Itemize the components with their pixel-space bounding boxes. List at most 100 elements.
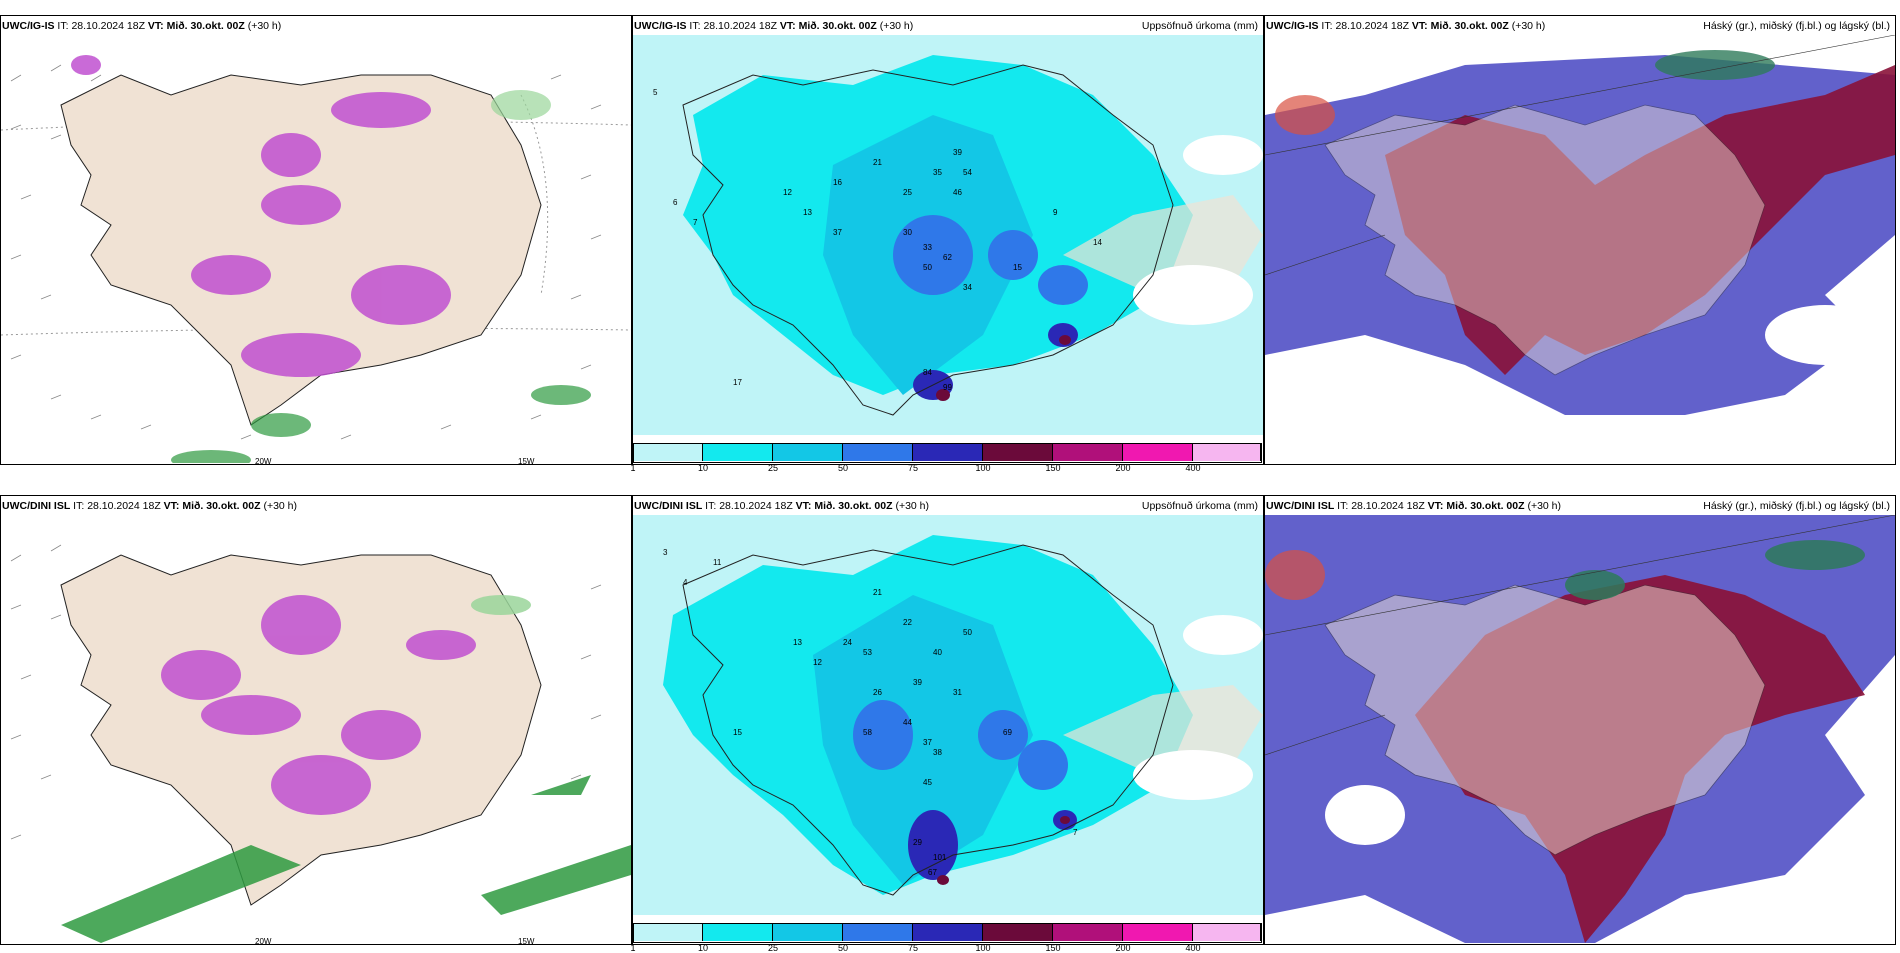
panel-header: UWC/DINI ISL IT: 28.10.2024 18Z VT: Mið.… <box>2 500 298 512</box>
precip-map: 3 11 4 13 12 15 21 24 22 40 50 53 39 31 … <box>633 515 1263 915</box>
wind-map <box>1 515 631 943</box>
svg-text:26: 26 <box>873 688 882 697</box>
panel-frame <box>1264 15 1896 465</box>
lon-label: 20W <box>255 457 272 466</box>
svg-text:37: 37 <box>923 738 932 747</box>
svg-text:21: 21 <box>873 588 882 597</box>
svg-text:17: 17 <box>733 378 742 387</box>
panel-header: UWC/DINI ISL IT: 28.10.2024 18Z VT: Mið.… <box>1266 500 1562 512</box>
panel-title: Háský (gr.), miðský (fj.bl.) og lágský (… <box>1703 500 1890 512</box>
svg-text:67: 67 <box>928 868 937 877</box>
svg-text:25: 25 <box>903 188 912 197</box>
svg-text:16: 16 <box>833 178 842 187</box>
panel-cloud-top: UWC/IG-IS IT: 28.10.2024 18Z VT: Mið. 30… <box>1264 15 1896 465</box>
svg-text:35: 35 <box>933 168 942 177</box>
svg-text:50: 50 <box>923 263 932 272</box>
colorbar-tick: 150 <box>1045 943 1061 953</box>
colorbar-tick: 400 <box>1185 463 1201 473</box>
svg-text:24: 24 <box>843 638 852 647</box>
svg-text:12: 12 <box>783 188 792 197</box>
svg-text:31: 31 <box>953 688 962 697</box>
colorbar-tick: 100 <box>975 943 991 953</box>
colorbar-tick: 50 <box>837 463 849 473</box>
svg-text:54: 54 <box>963 168 972 177</box>
panel-frame <box>0 495 632 945</box>
cloud-map <box>1265 515 1895 943</box>
svg-text:53: 53 <box>863 648 872 657</box>
svg-text:50: 50 <box>963 628 972 637</box>
panel-title: Uppsöfnuð úrkoma (mm) <box>1141 20 1258 32</box>
panel-header: UWC/IG-IS IT: 28.10.2024 18Z VT: Mið. 30… <box>634 20 914 32</box>
panel-title: Háský (gr.), miðský (fj.bl.) og lágský (… <box>1703 20 1890 32</box>
colorbar-tick: 50 <box>837 943 849 953</box>
svg-text:21: 21 <box>873 158 882 167</box>
panel-header: UWC/DINI ISL IT: 28.10.2024 18Z VT: Mið.… <box>634 500 930 512</box>
svg-text:9: 9 <box>1053 208 1058 217</box>
svg-text:40: 40 <box>933 648 942 657</box>
svg-text:62: 62 <box>943 253 952 262</box>
svg-text:69: 69 <box>1003 728 1012 737</box>
svg-text:7: 7 <box>1073 828 1078 837</box>
panel-title: Uppsöfnuð úrkoma (mm) <box>1141 500 1258 512</box>
svg-text:11: 11 <box>713 558 722 567</box>
panel-precip-top: UWC/IG-IS IT: 28.10.2024 18Z VT: Mið. 30… <box>630 15 1264 473</box>
svg-text:13: 13 <box>793 638 802 647</box>
svg-text:30: 30 <box>903 228 912 237</box>
precip-map: 5 6 7 12 13 16 21 25 35 39 46 54 30 33 5… <box>633 35 1263 435</box>
colorbar-tick: 75 <box>907 463 919 473</box>
panel-cloud-bottom: UWC/DINI ISL IT: 28.10.2024 18Z VT: Mið.… <box>1264 495 1896 945</box>
panel-wind-top: UWC/IG-IS IT: 28.10.2024 18Z VT: Mið. 30… <box>0 15 632 466</box>
svg-text:99: 99 <box>943 383 952 392</box>
svg-text:4: 4 <box>683 578 688 587</box>
svg-text:13: 13 <box>803 208 812 217</box>
panel-frame <box>0 15 632 465</box>
svg-text:44: 44 <box>903 718 912 727</box>
colorbar-tick: 75 <box>907 943 919 953</box>
svg-text:22: 22 <box>903 618 912 627</box>
lon-label: 20W <box>255 937 272 946</box>
colorbar-tick: 200 <box>1115 943 1131 953</box>
svg-text:84: 84 <box>923 368 932 377</box>
panel-frame <box>632 495 1264 945</box>
svg-text:7: 7 <box>693 218 698 227</box>
panel-frame <box>1264 495 1896 945</box>
svg-text:15: 15 <box>733 728 742 737</box>
svg-text:45: 45 <box>923 778 932 787</box>
svg-text:14: 14 <box>1093 238 1102 247</box>
svg-text:12: 12 <box>813 658 822 667</box>
colorbar-tick: 200 <box>1115 463 1131 473</box>
svg-text:39: 39 <box>953 148 962 157</box>
svg-text:37: 37 <box>833 228 842 237</box>
svg-text:15: 15 <box>1013 263 1022 272</box>
svg-text:46: 46 <box>953 188 962 197</box>
colorbar-tick: 25 <box>767 463 779 473</box>
colorbar-tick: 25 <box>767 943 779 953</box>
svg-text:39: 39 <box>913 678 922 687</box>
colorbar-tick: 10 <box>697 943 709 953</box>
svg-text:101: 101 <box>933 853 947 862</box>
colorbar-tick: 400 <box>1185 943 1201 953</box>
lon-label: 15W <box>518 937 535 946</box>
wind-map <box>1 35 631 463</box>
colorbar-tick: 150 <box>1045 463 1061 473</box>
panel-wind-bottom: UWC/DINI ISL IT: 28.10.2024 18Z VT: Mið.… <box>0 495 632 946</box>
colorbar-tick: 1 <box>630 943 636 953</box>
svg-text:5: 5 <box>653 88 658 97</box>
panel-frame <box>632 15 1264 465</box>
colorbar: 1 10 25 50 75 100 150 200 400 <box>630 443 1262 473</box>
colorbar: 1 10 25 50 75 100 150 200 400 <box>630 923 1262 953</box>
colorbar-tick: 10 <box>697 463 709 473</box>
svg-text:34: 34 <box>963 283 972 292</box>
panel-precip-bottom: UWC/DINI ISL IT: 28.10.2024 18Z VT: Mið.… <box>630 495 1264 953</box>
svg-text:33: 33 <box>923 243 932 252</box>
panel-header: UWC/IG-IS IT: 28.10.2024 18Z VT: Mið. 30… <box>2 20 282 32</box>
colorbar-tick: 100 <box>975 463 991 473</box>
lon-label: 15W <box>518 457 535 466</box>
panel-header: UWC/IG-IS IT: 28.10.2024 18Z VT: Mið. 30… <box>1266 20 1546 32</box>
svg-text:3: 3 <box>663 548 668 557</box>
cloud-map <box>1265 35 1895 463</box>
svg-text:6: 6 <box>673 198 678 207</box>
colorbar-tick: 1 <box>630 463 636 473</box>
svg-text:38: 38 <box>933 748 942 757</box>
svg-text:29: 29 <box>913 838 922 847</box>
